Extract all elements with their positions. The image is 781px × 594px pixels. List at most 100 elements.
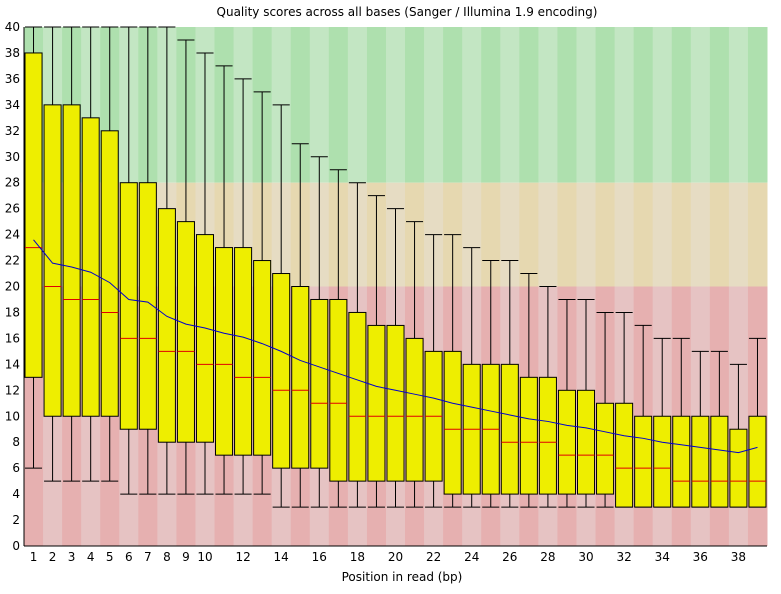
y-tick-label: 14 [5, 357, 20, 371]
box-position-5 [100, 26, 119, 482]
iqr-box [100, 130, 119, 417]
iqr-box [519, 376, 538, 495]
x-tick-label: 26 [502, 550, 517, 564]
iqr-box [557, 389, 576, 495]
box-position-36 [691, 350, 710, 508]
iqr-box [386, 324, 405, 482]
box-position-39 [748, 337, 767, 508]
band-reasonable-cell [652, 182, 673, 287]
band-good-cell [614, 27, 635, 183]
y-tick-label: 20 [5, 280, 20, 294]
y-tick-label: 32 [5, 124, 20, 138]
y-tick-label: 8 [12, 435, 20, 449]
box-position-15 [291, 143, 310, 508]
band-good-cell [500, 27, 520, 183]
x-tick-label: 22 [426, 550, 441, 564]
band-good-cell [309, 27, 330, 183]
band-reasonable-cell [671, 182, 692, 287]
box-position-14 [272, 104, 291, 508]
iqr-box [310, 298, 329, 469]
band-reasonable-cell [519, 182, 539, 287]
box-series [24, 26, 767, 508]
box-position-34 [653, 337, 672, 508]
box-position-28 [538, 286, 557, 508]
box-position-25 [481, 260, 500, 508]
y-tick-label: 28 [5, 176, 20, 190]
y-tick-label: 24 [5, 228, 20, 242]
iqr-box [176, 221, 195, 443]
x-tick-label: 2 [49, 550, 57, 564]
x-tick-label: 30 [578, 550, 593, 564]
iqr-box [596, 402, 615, 495]
x-tick-label: 18 [350, 550, 365, 564]
box-position-32 [615, 311, 634, 508]
box-position-35 [672, 337, 691, 508]
band-good-cell [347, 27, 368, 183]
box-position-4 [81, 26, 100, 482]
band-reasonable-cell [614, 182, 635, 287]
iqr-box [615, 402, 634, 508]
band-good-cell [728, 27, 749, 183]
box-position-11 [215, 65, 234, 495]
x-tick-label: 4 [87, 550, 95, 564]
y-tick-label: 18 [5, 305, 20, 319]
box-position-30 [576, 298, 596, 508]
x-tick-label: 3 [68, 550, 76, 564]
band-good-cell [462, 27, 482, 183]
iqr-box [348, 311, 367, 482]
band-good-cell [519, 27, 539, 183]
x-tick-label: 16 [312, 550, 327, 564]
iqr-box [405, 337, 424, 482]
chart-title: Quality scores across all bases (Sanger … [217, 5, 598, 19]
y-tick-label: 36 [5, 72, 20, 86]
x-tick-labels: 1 2 3 4 5 6 7 8 9 10 12 14 16 18 20 22 24 26 28 30 32 34 36 38 [30, 550, 746, 564]
box-position-22 [424, 234, 443, 508]
box-position-26 [500, 260, 519, 508]
band-good-cell [405, 27, 425, 183]
box-position-13 [253, 91, 272, 495]
iqr-box [653, 415, 672, 508]
band-reasonable-cell [538, 182, 558, 287]
iqr-box [291, 286, 310, 469]
box-position-1 [24, 26, 43, 469]
band-reasonable-cell [595, 182, 616, 287]
y-tick-label: 22 [5, 254, 20, 268]
iqr-box [443, 350, 462, 495]
y-tick-label: 34 [5, 98, 20, 112]
x-tick-label: 36 [693, 550, 708, 564]
iqr-box [62, 104, 81, 417]
iqr-box [138, 182, 157, 430]
iqr-box [43, 104, 62, 417]
y-tick-label: 10 [5, 409, 20, 423]
box-position-8 [157, 26, 176, 495]
iqr-box [367, 324, 386, 482]
iqr-box [157, 208, 176, 443]
iqr-box [500, 363, 519, 495]
band-good-cell [443, 27, 463, 183]
box-position-10 [195, 52, 215, 495]
box-position-31 [596, 311, 615, 508]
box-position-7 [138, 26, 157, 495]
iqr-box [272, 273, 291, 469]
iqr-box [748, 415, 767, 508]
band-good-cell [671, 27, 692, 183]
band-reasonable-cell [576, 182, 597, 287]
box-position-24 [462, 247, 481, 508]
iqr-box [691, 415, 710, 508]
band-good-cell [424, 27, 444, 183]
x-tick-label: 20 [388, 550, 403, 564]
iqr-box [234, 247, 253, 456]
y-tick-label: 6 [12, 461, 20, 475]
box-position-38 [729, 363, 748, 508]
y-tick-label: 38 [5, 46, 20, 60]
box-position-23 [443, 234, 462, 508]
band-reasonable-cell [728, 182, 749, 287]
y-tick-label: 12 [5, 383, 20, 397]
iqr-box [81, 117, 100, 417]
x-tick-label: 7 [144, 550, 152, 564]
box-position-27 [519, 273, 538, 508]
box-position-19 [367, 195, 386, 508]
x-tick-label: 12 [235, 550, 250, 564]
y-tick-label: 30 [5, 150, 20, 164]
